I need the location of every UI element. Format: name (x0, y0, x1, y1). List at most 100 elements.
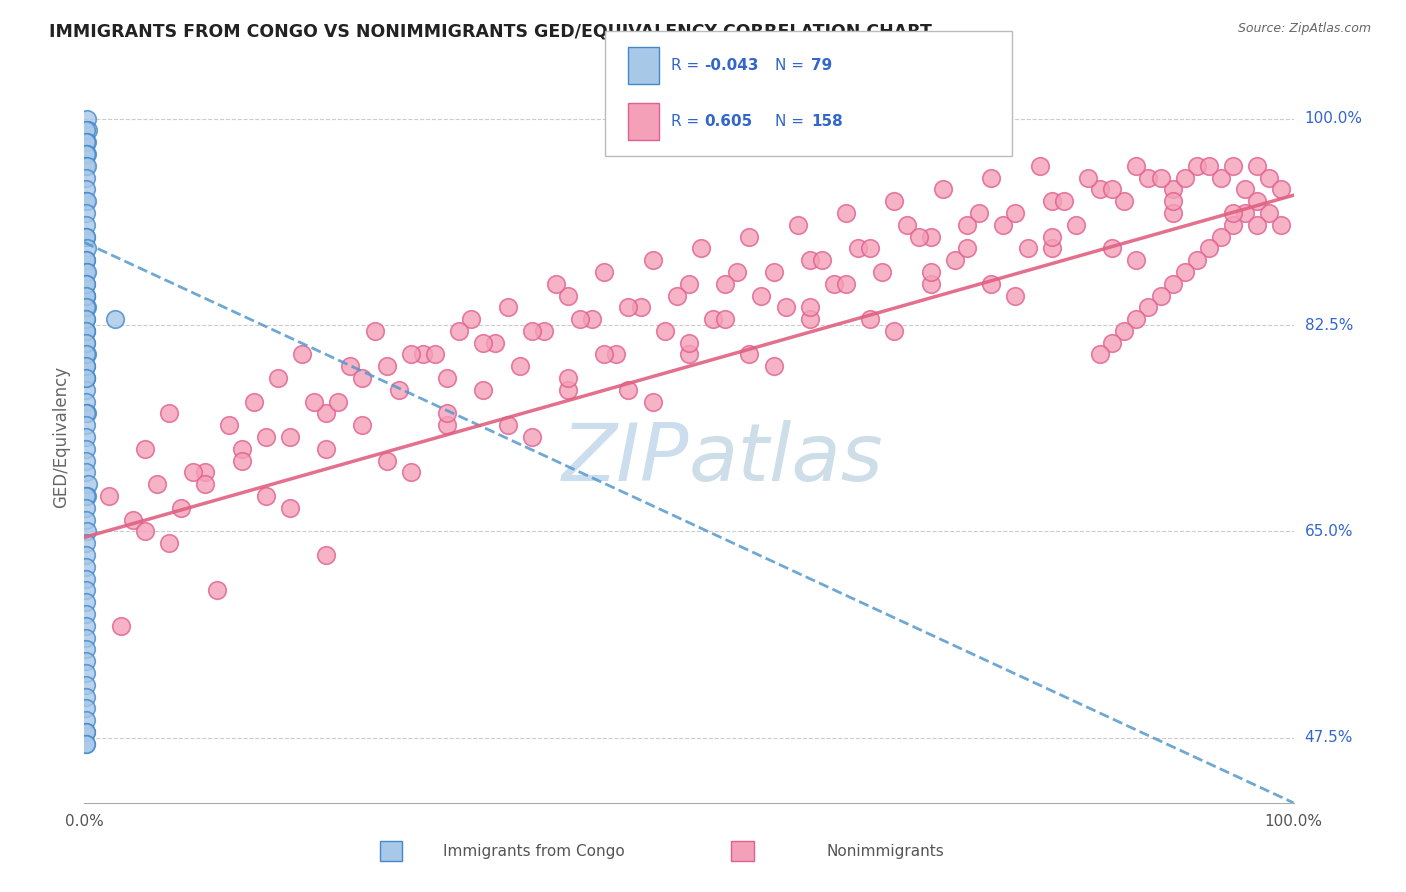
Point (751, 288, 773, 302)
Text: ZIP: ZIP (561, 420, 689, 498)
Point (883, 324, 905, 338)
Text: R =: R = (671, 114, 699, 128)
Point (1149, 170, 1171, 185)
Point (75, 301, 97, 315)
Point (134, 442, 156, 456)
Point (134, 524, 156, 539)
Point (75, 642, 97, 657)
Point (1088, 347, 1111, 361)
Point (641, 394, 664, 409)
Point (75, 418, 97, 433)
Point (75, 489, 97, 503)
Point (76, 407, 98, 421)
Point (907, 229, 929, 244)
Point (75, 312, 97, 326)
Text: Source: ZipAtlas.com: Source: ZipAtlas.com (1237, 22, 1371, 36)
Point (75, 442, 97, 456)
Point (75, 253, 97, 268)
Point (920, 229, 942, 244)
Point (77, 477, 100, 491)
Point (75, 229, 97, 244)
Point (75, 548, 97, 562)
Text: Nonimmigrants: Nonimmigrants (827, 845, 945, 859)
Point (278, 430, 301, 444)
Point (1137, 301, 1160, 315)
Point (75, 159, 97, 173)
Point (762, 359, 785, 374)
Text: N =: N = (775, 58, 804, 73)
Point (1053, 194, 1076, 208)
Point (75, 182, 97, 196)
Point (1101, 241, 1123, 255)
Point (76, 241, 98, 255)
Point (823, 277, 845, 291)
Point (1161, 206, 1184, 220)
Point (557, 383, 579, 397)
Point (1246, 159, 1268, 173)
Point (76, 301, 98, 315)
Point (725, 265, 748, 279)
Point (352, 371, 374, 385)
Point (242, 394, 264, 409)
Point (956, 241, 979, 255)
Text: 100.0%: 100.0% (1305, 111, 1362, 126)
Point (75, 737, 97, 751)
Point (1114, 194, 1136, 208)
Point (352, 418, 374, 433)
Point (1101, 182, 1123, 196)
Point (496, 301, 519, 315)
Point (1088, 182, 1111, 196)
Point (920, 265, 942, 279)
Point (75, 466, 97, 480)
Point (1198, 159, 1220, 173)
Text: 65.0%: 65.0% (1305, 524, 1353, 539)
Point (254, 430, 277, 444)
Point (291, 347, 314, 361)
Point (181, 466, 204, 480)
Point (993, 218, 1015, 232)
Point (375, 359, 398, 374)
Point (799, 253, 821, 268)
Point (702, 312, 724, 326)
Text: 47.5%: 47.5% (1305, 731, 1353, 746)
Point (231, 453, 253, 467)
Point (835, 277, 858, 291)
Point (76, 347, 98, 361)
Point (569, 312, 592, 326)
Point (75, 324, 97, 338)
Text: 0.605: 0.605 (704, 114, 752, 128)
Point (375, 453, 398, 467)
Point (714, 312, 737, 326)
Point (1161, 194, 1184, 208)
Point (75, 725, 97, 739)
Point (75, 229, 97, 244)
Point (1234, 206, 1257, 220)
Point (1209, 170, 1232, 185)
Point (170, 500, 193, 515)
Point (194, 477, 217, 491)
Point (75, 383, 97, 397)
Point (1137, 170, 1160, 185)
Point (1270, 218, 1292, 232)
Point (436, 418, 458, 433)
Point (315, 548, 337, 562)
Point (75, 288, 97, 302)
Text: 79: 79 (811, 58, 832, 73)
Text: IMMIGRANTS FROM CONGO VS NONIMMIGRANTS GED/EQUIVALENCY CORRELATION CHART: IMMIGRANTS FROM CONGO VS NONIMMIGRANTS G… (49, 22, 932, 40)
Point (1258, 206, 1281, 220)
Point (75, 135, 97, 149)
Point (641, 253, 664, 268)
Point (231, 442, 253, 456)
Point (218, 418, 240, 433)
Point (75, 513, 97, 527)
Point (75, 559, 97, 574)
Point (75, 194, 97, 208)
Point (678, 335, 700, 350)
Point (557, 371, 579, 385)
Point (859, 241, 882, 255)
Text: 158: 158 (811, 114, 844, 128)
Point (1209, 229, 1232, 244)
Point (484, 335, 506, 350)
Point (278, 500, 301, 515)
Point (738, 347, 761, 361)
